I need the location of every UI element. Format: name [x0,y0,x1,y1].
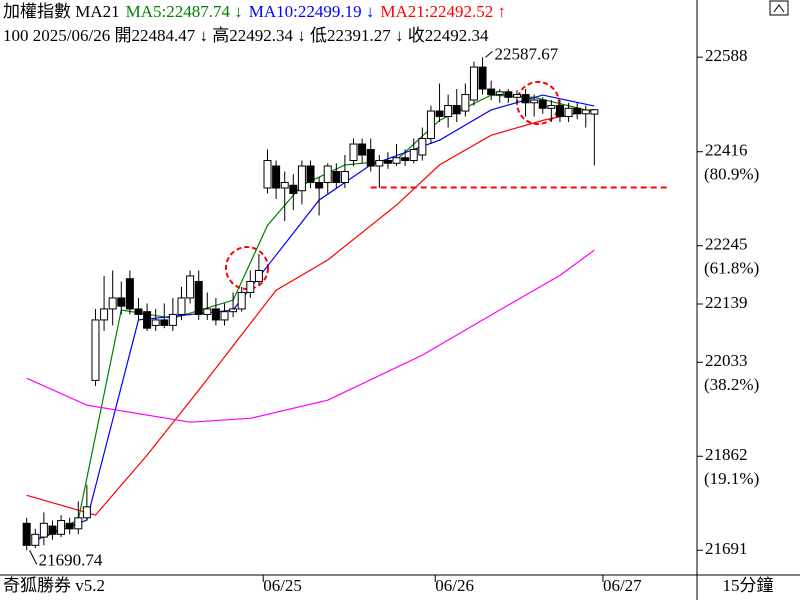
candle-body [39,522,48,538]
candle-body [280,182,289,189]
candle-body [203,308,212,315]
candle-body [125,278,134,310]
candle-body [547,105,556,109]
candle-body [530,99,539,104]
ma-line [26,249,595,423]
header-label: MA5:22487.74 ↓ [126,2,243,21]
candle-body [263,160,272,189]
candle-body [177,297,186,315]
candle-body [306,165,315,184]
candle-body [108,297,117,310]
annotation-label: 21690.74 [39,550,103,569]
candle-body [504,91,513,98]
y-tick-label: 22033 [705,351,748,370]
candle-body [435,110,444,118]
fib-label: (19.1%) [704,469,759,488]
candle-body [375,160,384,167]
candle-body [426,110,435,140]
candle-body [100,308,109,321]
candle-body [31,533,40,546]
candle-body [246,280,255,293]
candle-body [143,311,152,329]
candle-body [366,149,375,167]
y-tick-label: 22588 [705,46,748,65]
candle-body [581,109,590,115]
header-label: MA10:22499.19 ↓ [249,2,375,21]
candle-body [82,506,91,519]
x-tick-label: 06/26 [435,576,474,595]
candle-body [186,275,195,299]
x-tick-label: 06/27 [603,576,642,595]
candle-body [91,319,100,381]
candle-body [564,107,573,118]
candle-body [590,109,599,115]
candle-body [555,105,564,118]
annotation-leader [485,50,493,58]
candle-body [332,171,341,184]
candle-body [461,94,470,112]
candle-body [383,160,392,164]
footer-left: 奇狐勝券 v5.2 [3,576,105,595]
annotation-label: 22587.67 [495,44,559,63]
candle-body [117,297,126,307]
fib-label: (61.8%) [704,259,759,278]
scroll-button[interactable] [769,0,789,16]
candle-body [538,99,547,109]
ma-line [26,108,595,516]
candle-body [289,184,298,194]
candle-body [22,522,31,546]
candle-body [409,149,418,162]
candle-body [297,165,306,192]
y-tick-label: 22245 [705,235,748,254]
candle-body [168,313,177,326]
candle-body [418,138,427,156]
y-tick-label: 22139 [705,293,748,312]
candle-body [521,94,530,104]
candle-body [160,319,169,326]
candle-body [194,280,203,315]
candle-body [272,165,281,189]
header-label: MA21:22492.52 ↑ [380,2,506,21]
y-tick-label: 22416 [705,141,748,160]
y-tick-label: 21691 [705,539,748,558]
header-label: 加權指數 MA21 [3,2,120,21]
candle-body [151,319,160,326]
candle-body [340,171,349,184]
candle-body [254,269,263,282]
candle-body [315,182,324,189]
footer-right: 15分鐘 [723,576,774,595]
candle-body [487,88,496,96]
candle-body [401,157,410,162]
candle-body [323,165,332,184]
candle-body [229,308,238,313]
candle-body [392,157,401,164]
annotation-leader [29,550,38,565]
candle-body [134,308,143,315]
fib-label: (80.9%) [704,165,759,184]
header-info: 100 2025/06/26 開22484.47 ↓ 高22492.34 ↓ 低… [3,26,489,45]
candle-body [48,525,57,535]
candle-body [444,105,453,118]
candle-body [57,520,66,535]
fib-label: (38.2%) [704,375,759,394]
candle-body [452,105,461,115]
candle-body [211,308,220,321]
candle-body [573,107,582,115]
y-tick-label: 21862 [705,445,748,464]
candle-body [74,517,83,530]
candle-body [220,311,229,321]
candle-body [237,291,246,310]
candle-body [469,66,478,101]
scroll-icon [773,4,785,13]
candle-body [495,91,504,96]
candle-body [512,94,521,98]
candle-body [478,66,487,90]
x-tick-label: 06/25 [263,576,302,595]
candle-body [358,143,367,156]
candle-body [349,143,358,162]
candle-body [65,522,74,530]
